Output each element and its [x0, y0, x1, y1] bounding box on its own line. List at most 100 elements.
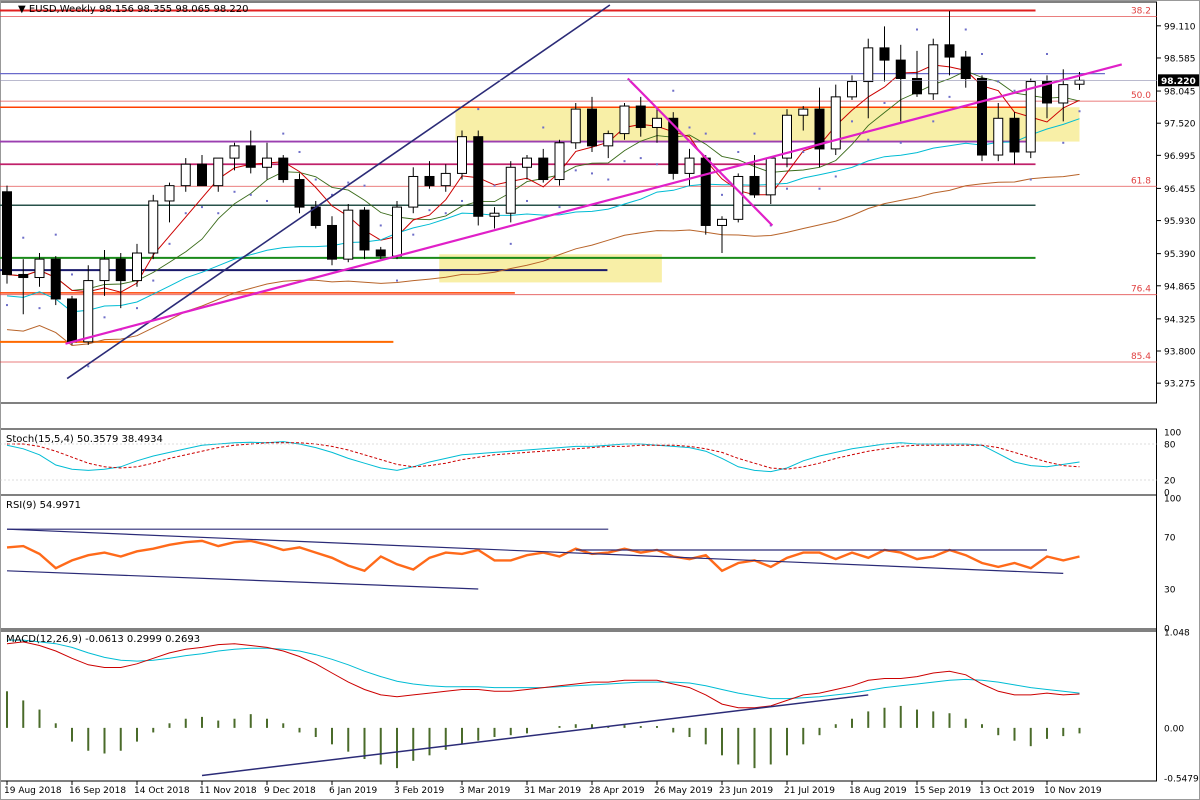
candle-body: [262, 157, 272, 168]
candle[interactable]: [245, 130, 256, 174]
candle[interactable]: [34, 253, 45, 287]
rsi-pane: [6, 528, 1080, 590]
candle[interactable]: [408, 167, 419, 214]
sar-dot: [656, 163, 658, 166]
candle[interactable]: [180, 158, 191, 192]
candle[interactable]: [798, 106, 809, 131]
candle[interactable]: [960, 50, 971, 88]
candle[interactable]: [197, 155, 207, 187]
candle[interactable]: [457, 130, 467, 180]
candle[interactable]: [944, 11, 955, 76]
sar-dot: [217, 212, 220, 215]
candle[interactable]: [847, 75, 857, 100]
candle-body: [1074, 79, 1085, 85]
candle[interactable]: [489, 207, 500, 229]
sar-dot: [786, 187, 788, 190]
rsi-trendline: [6, 570, 479, 590]
candle[interactable]: [164, 182, 175, 223]
candle-body: [782, 114, 792, 159]
candle[interactable]: [879, 26, 890, 82]
time-tick-label: 26 May 2019: [654, 786, 713, 796]
candle[interactable]: [115, 253, 126, 309]
sar-dot: [639, 157, 642, 160]
candle[interactable]: [392, 200, 402, 260]
candle[interactable]: [278, 155, 289, 183]
candle[interactable]: [895, 44, 906, 122]
candle[interactable]: [83, 265, 94, 345]
candle-body: [798, 108, 809, 116]
time-axis: 19 Aug 2018 16 Sep 2018 14 Oct 2018 11 Nov …: [4, 781, 1102, 796]
candle[interactable]: [262, 142, 272, 180]
candle[interactable]: [522, 155, 532, 180]
candle[interactable]: [50, 256, 61, 306]
candle[interactable]: [18, 259, 29, 315]
candle[interactable]: [814, 87, 825, 168]
candle[interactable]: [99, 249, 110, 296]
candle[interactable]: [912, 50, 922, 97]
candle-body: [164, 185, 175, 202]
candle-body: [278, 157, 289, 181]
candle-body: [457, 136, 467, 174]
candle[interactable]: [67, 295, 77, 345]
candle[interactable]: [717, 216, 727, 254]
candle[interactable]: [993, 102, 1004, 162]
candle[interactable]: [782, 109, 792, 168]
sar-dot: [87, 365, 90, 368]
candle[interactable]: [635, 96, 646, 137]
time-tick-label: 13 Oct 2019: [979, 786, 1035, 796]
candlesticks[interactable]: [2, 11, 1085, 345]
candle[interactable]: [603, 130, 614, 159]
candle[interactable]: [473, 130, 484, 226]
stoch-series-line: [6, 441, 1080, 473]
candle[interactable]: [132, 243, 142, 287]
candle-body: [1009, 117, 1020, 153]
candle[interactable]: [570, 102, 581, 149]
candle[interactable]: [343, 204, 354, 263]
candle[interactable]: [733, 173, 744, 223]
candle[interactable]: [2, 185, 12, 284]
candle[interactable]: [213, 157, 224, 192]
candle[interactable]: [1042, 75, 1052, 119]
macd-line: [6, 641, 1080, 709]
candle[interactable]: [229, 142, 240, 171]
candle[interactable]: [505, 161, 516, 223]
candle-body: [424, 175, 435, 187]
candle[interactable]: [977, 75, 987, 162]
candle-body: [99, 258, 110, 282]
sar-dot: [688, 126, 691, 129]
candle[interactable]: [700, 155, 711, 235]
candle[interactable]: [554, 139, 565, 186]
trendlines[interactable]: [65, 4, 1123, 380]
candle-body: [863, 47, 874, 83]
candle[interactable]: [830, 84, 841, 156]
sar-dot: [867, 138, 870, 141]
price-tick-label: 94.865: [1164, 282, 1196, 292]
candle[interactable]: [928, 38, 939, 100]
candle[interactable]: [359, 207, 370, 260]
candle[interactable]: [587, 96, 597, 152]
candle[interactable]: [1025, 78, 1036, 159]
sar-dot: [396, 279, 398, 282]
sar-dot: [997, 80, 1000, 83]
sar-dot: [249, 193, 252, 196]
candle[interactable]: [327, 216, 337, 266]
price-tick-label: 96.995: [1164, 152, 1196, 162]
candle-body: [148, 200, 159, 254]
candle[interactable]: [424, 161, 435, 189]
candle-body: [538, 157, 549, 181]
macd-tick-label: 1.048: [1164, 629, 1190, 639]
candle-body: [668, 117, 679, 174]
candle[interactable]: [1009, 112, 1020, 165]
candle[interactable]: [440, 164, 451, 192]
candle[interactable]: [148, 194, 159, 260]
candle-body: [34, 258, 45, 279]
candle[interactable]: [375, 246, 386, 260]
candle[interactable]: [863, 38, 874, 119]
candle[interactable]: [538, 148, 549, 183]
sar-dot: [981, 52, 983, 55]
candle[interactable]: [294, 173, 305, 214]
candle[interactable]: [1058, 69, 1069, 122]
candle[interactable]: [619, 102, 630, 140]
candle[interactable]: [652, 109, 662, 143]
